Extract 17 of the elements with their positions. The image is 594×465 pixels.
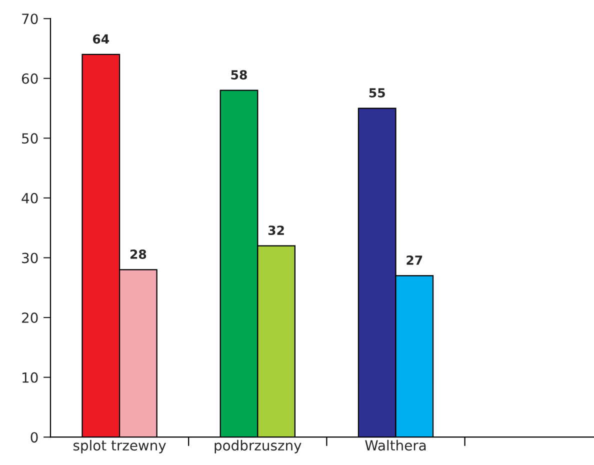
data-label: 64 bbox=[92, 34, 110, 44]
y-tick-label: 0 bbox=[30, 432, 38, 443]
data-label: 32 bbox=[268, 226, 284, 236]
data-label: 58 bbox=[231, 70, 247, 80]
y-tick-label: 50 bbox=[22, 133, 38, 144]
y-tick-label: 20 bbox=[22, 312, 38, 324]
y-tick-label: 40 bbox=[22, 192, 38, 204]
x-tick-label: splot trzewny bbox=[73, 440, 166, 454]
y-tick-label: 60 bbox=[22, 73, 38, 84]
y-tick-label: 10 bbox=[22, 372, 38, 383]
data-label: 27 bbox=[406, 255, 422, 265]
data-label: 28 bbox=[130, 249, 146, 259]
x-tick-label: podbrzuszny bbox=[214, 440, 302, 454]
data-label: 55 bbox=[369, 88, 385, 98]
y-tick-label: 30 bbox=[22, 252, 38, 264]
y-tick-label: 70 bbox=[22, 14, 38, 24]
x-tick-label: Walthera bbox=[365, 440, 426, 451]
